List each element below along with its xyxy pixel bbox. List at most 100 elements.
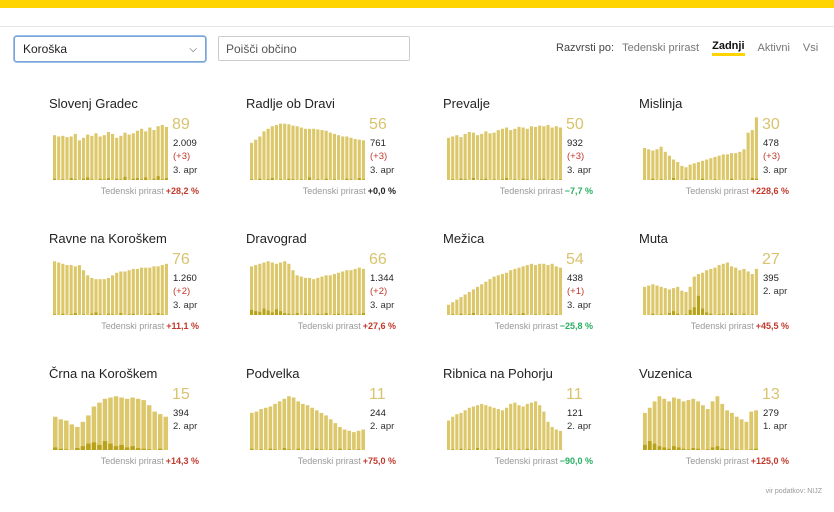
active-cases-bar [148,127,152,180]
region-select-value: Koroška [23,42,68,56]
new-cases-bar [451,449,455,450]
active-cases-bar [538,263,542,315]
active-cases-bar [529,402,533,450]
active-cases-bar [86,134,90,180]
new-cases-bar [749,449,754,450]
active-cases-bar [270,262,274,315]
active-cases-bar [546,265,550,315]
sort-option-active[interactable]: Aktivni [757,42,790,54]
data-source-note: vir podatkov: NIJZ [765,488,822,495]
new-cases-bar [160,314,164,315]
new-cases-bar [86,443,91,450]
active-cases-bar [717,155,721,180]
active-cases-bar [57,262,61,315]
active-cases-bar [287,263,291,315]
municipality-card[interactable]: Vuzenica 13 279 1. apr Tedenski prirast +125,… [639,366,799,476]
active-cases-bar [263,407,268,450]
active-cases-bar [69,424,75,450]
municipality-card[interactable]: Radlje ob Dravi 56 761 (+3) 3. apr Tedenski p… [246,96,406,206]
active-cases-bar [480,133,484,180]
new-cases-bar [484,449,488,450]
active-cases-bar [90,135,94,180]
new-cases-bar [338,448,342,450]
new-cases-bar [53,447,58,450]
active-cases-bar [135,398,141,450]
active-cases-bar [308,128,312,180]
municipality-search-input[interactable] [218,36,410,61]
cases-bar-chart [447,124,562,180]
active-cases-bar [250,266,254,315]
active-cases-bar [119,135,123,180]
active-cases-bar [53,261,57,315]
new-cases-bar [324,313,328,315]
municipality-card[interactable]: Ribnica na Pohorju 11 121 2. apr Tedenski pr… [443,366,603,476]
active-cases-value: 76 [172,251,190,268]
new-cases-bar [667,313,671,315]
municipality-card[interactable]: Podvelka 11 244 2. apr Tedenski prirast +75,0… [246,366,406,476]
weekly-growth-label: Tedenski prirast [685,456,749,466]
active-cases-bar [538,405,542,450]
active-cases-bar [744,421,749,450]
active-cases-bar [319,412,324,450]
new-cases-bar [476,448,480,450]
new-cases-bar [505,178,509,180]
active-cases-bar [676,162,680,180]
municipality-card[interactable]: Črna na Koroškem 15 394 2. apr Tedenski prir… [49,366,209,476]
municipality-card[interactable]: Dravograd 66 1.344 (+2) 3. apr Tedenski prira… [246,231,406,341]
active-cases-bar [80,421,86,450]
new-cases-bar [509,313,513,315]
municipality-card[interactable]: Prevalje 50 932 (+3) 3. apr Tedenski prirast −… [443,96,603,206]
active-cases-bar [529,263,533,315]
new-cases-bar [713,179,717,180]
new-cases-bar [652,443,657,450]
municipality-card[interactable]: Ravne na Koroškem 76 1.260 (+2) 3. apr Tedens… [49,231,209,341]
last-update-date: 3. apr [370,165,395,176]
active-cases-bar [268,406,273,450]
daily-delta-value: (+1) [567,286,585,297]
active-cases-bar [69,265,73,315]
active-cases-bar [720,403,725,450]
municipality-card[interactable]: Mežica 54 438 (+1) 3. apr Tedenski prirast −25… [443,231,603,341]
new-cases-bar [308,177,312,180]
active-cases-bar [558,127,562,180]
sort-label: Razvrsti po: [556,42,615,54]
weekly-growth-label: Tedenski prirast [100,186,164,196]
last-update-date: 3. apr [173,300,198,311]
active-cases-bar [488,279,492,315]
cases-bar-chart [643,396,758,450]
header-divider [0,26,834,27]
active-cases-bar [725,154,729,180]
active-cases-bar [647,285,651,315]
new-cases-bar [328,449,333,450]
active-cases-bar [659,286,663,315]
municipality-name: Slovenj Gradec [49,96,138,111]
active-cases-value: 11 [566,386,583,403]
municipality-card[interactable]: Mislinja 30 478 (+3) 3. apr Tedenski prirast +… [639,96,799,206]
sort-option-weekly-growth[interactable]: Tedenski prirast [622,42,700,54]
active-cases-bar [131,133,135,180]
active-cases-bar [127,134,131,180]
sort-option-all[interactable]: Vsi [802,42,819,54]
region-select[interactable]: Koroška ⌵ [14,36,206,62]
active-cases-bar [279,123,283,180]
new-cases-bar [730,313,734,315]
new-cases-bar [459,178,463,180]
new-cases-bar [53,314,57,315]
new-cases-bar [734,449,739,450]
new-cases-bar [345,314,349,315]
new-cases-bar [701,308,705,315]
active-cases-bar [681,401,686,450]
active-cases-bar [696,162,700,180]
new-cases-bar [156,176,160,180]
new-cases-bar [525,448,529,450]
active-cases-bar [517,405,521,450]
active-cases-bar [750,130,754,180]
municipality-card[interactable]: Slovenj Gradec 89 2.009 (+3) 3. apr Tedenski … [49,96,209,206]
new-cases-bar [525,179,529,180]
active-cases-value: 66 [369,251,387,268]
new-cases-bar [287,178,291,180]
active-cases-bar [705,159,709,180]
sort-option-latest[interactable]: Zadnji [712,40,745,56]
active-cases-bar [152,130,156,180]
municipality-card[interactable]: Muta 27 395 2. apr Tedenski prirast +45,5 % [639,231,799,341]
